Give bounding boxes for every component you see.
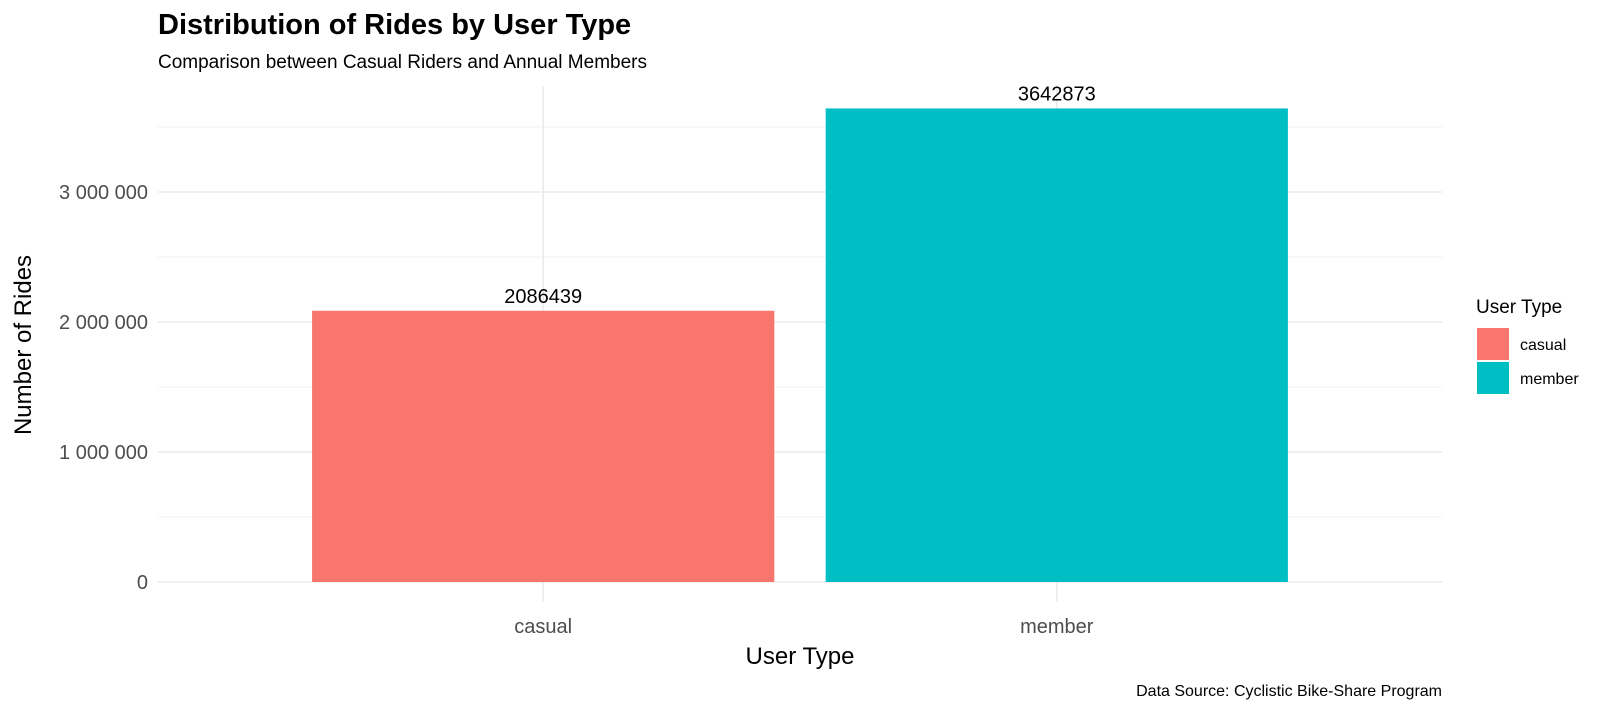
chart-title: Distribution of Rides by User Type xyxy=(158,9,631,41)
bar-casual xyxy=(312,310,775,582)
bar-member xyxy=(825,108,1288,582)
caption: Data Source: Cyclistic Bike-Share Progra… xyxy=(1136,683,1442,700)
y-axis-ticks: 0 1 000 000 2 000 000 3 000 000 xyxy=(59,182,148,594)
legend: User Type casual member xyxy=(1476,297,1579,394)
x-tick-label-casual: casual xyxy=(514,616,572,638)
data-label-member: 3642873 xyxy=(1018,83,1096,105)
y-tick-label: 2 000 000 xyxy=(59,312,148,334)
x-tick-label-member: member xyxy=(1020,616,1094,638)
y-tick-label: 3 000 000 xyxy=(59,182,148,204)
data-labels: 2086439 3642873 xyxy=(504,83,1095,307)
bars xyxy=(312,108,1288,582)
x-axis-ticks: casual member xyxy=(514,616,1094,638)
legend-swatch-casual xyxy=(1477,328,1509,360)
legend-swatch-member xyxy=(1477,362,1509,394)
y-tick-label: 0 xyxy=(137,572,148,594)
x-axis-title: User Type xyxy=(746,643,855,670)
legend-label-casual: casual xyxy=(1520,337,1566,354)
legend-title: User Type xyxy=(1476,297,1562,318)
legend-label-member: member xyxy=(1520,371,1579,388)
data-label-casual: 2086439 xyxy=(504,286,582,308)
y-tick-label: 1 000 000 xyxy=(59,442,148,464)
chart-subtitle: Comparison between Casual Riders and Ann… xyxy=(158,52,647,73)
y-axis-title: Number of Rides xyxy=(10,255,37,435)
